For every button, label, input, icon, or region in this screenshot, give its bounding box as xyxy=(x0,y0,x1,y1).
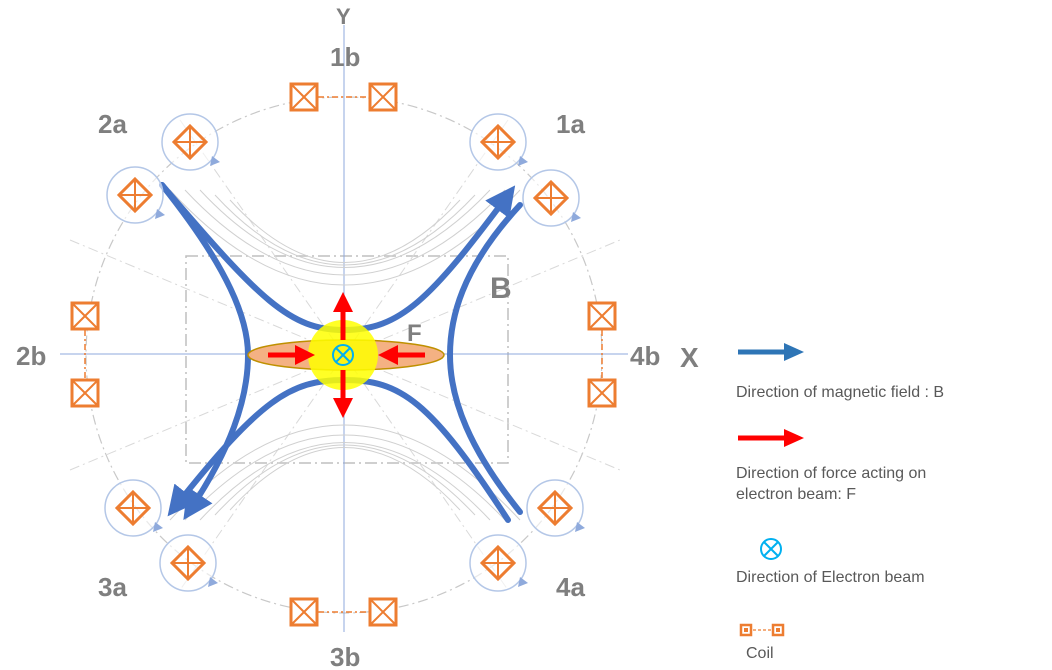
label-2b: 2b xyxy=(16,341,46,371)
red-arrow-icon xyxy=(738,429,804,447)
coil-3b xyxy=(289,597,398,627)
force-arrows xyxy=(268,292,425,418)
electron-beam-legend-icon xyxy=(760,538,782,560)
label-3b: 3b xyxy=(330,642,360,670)
axis-y-label: Y xyxy=(336,4,351,29)
label-2a: 2a xyxy=(98,109,127,139)
force-label: F xyxy=(407,320,422,347)
coil-4b xyxy=(587,301,617,408)
legend-item-coil: Coil xyxy=(736,622,799,664)
label-3a: 3a xyxy=(98,572,127,602)
legend-item-beam: Direction of Electron beam xyxy=(736,536,925,588)
label-1a: 1a xyxy=(556,109,585,139)
axis-x-label: X xyxy=(680,342,699,373)
label-1b: 1b xyxy=(330,42,360,72)
legend-beam-text: Direction of Electron beam xyxy=(736,569,925,586)
field-lines xyxy=(169,189,521,521)
electron-beam-icon xyxy=(332,344,354,366)
coil-legend-icon xyxy=(739,623,785,637)
legend-item-field: Direction of magnetic field : B xyxy=(736,340,944,403)
legend-coil-text: Coil xyxy=(746,645,774,662)
legend-item-force: Direction of force acting on electron be… xyxy=(736,426,926,505)
label-4a: 4a xyxy=(556,572,585,602)
blue-arrow-icon xyxy=(738,343,804,361)
field-label: B xyxy=(490,272,512,305)
coil-1b xyxy=(289,82,398,112)
label-4b: 4b xyxy=(630,341,660,371)
legend-force-text-2: electron beam: F xyxy=(736,486,857,503)
legend-force-text-1: Direction of force acting on xyxy=(736,465,927,482)
coil-2b xyxy=(70,301,100,408)
legend-field-text: Direction of magnetic field : B xyxy=(736,384,945,401)
